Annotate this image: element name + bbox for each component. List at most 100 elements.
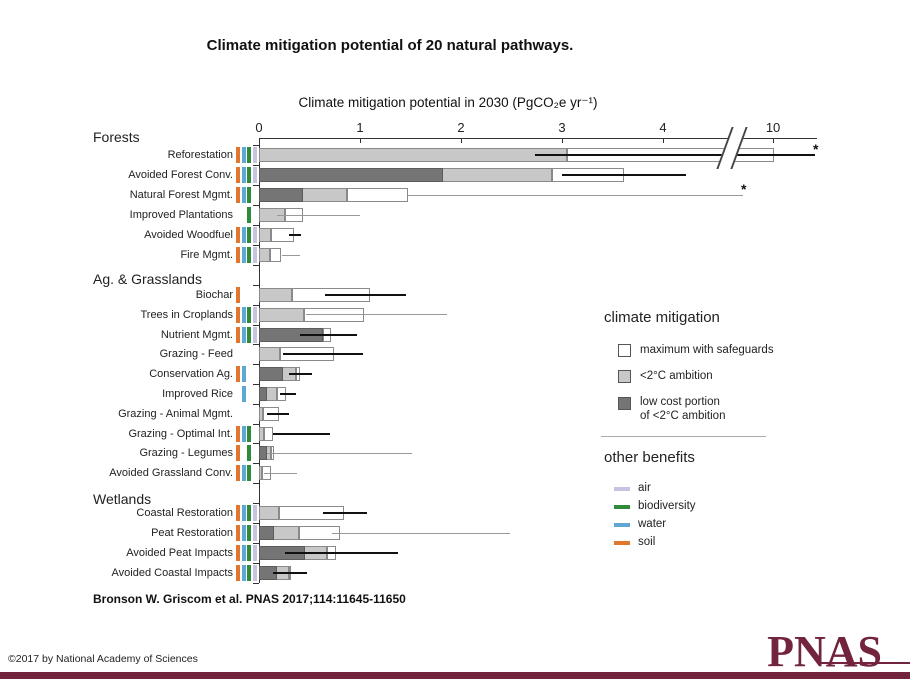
y-axis-tick <box>253 543 259 544</box>
y-axis-tick <box>253 503 259 504</box>
soil-tick-icon <box>236 525 240 541</box>
row-label: Grazing - Feed <box>159 348 233 361</box>
y-axis-tick <box>253 324 259 326</box>
error-whisker <box>277 214 360 216</box>
error-whisker <box>280 393 297 395</box>
x-axis-title: Climate mitigation potential in 2030 (Pg… <box>298 95 598 110</box>
air-tick-icon <box>252 545 257 561</box>
x-axis-tick <box>259 138 260 143</box>
biodiversity-tick-icon <box>247 545 251 561</box>
bar-segment-ambition <box>259 248 271 262</box>
error-whisker <box>562 174 687 176</box>
legend-swatch-ambition <box>618 370 631 383</box>
off-scale-asterisk: * <box>741 181 747 197</box>
bar-segment-ambition <box>259 506 280 520</box>
water-tick-icon <box>241 565 246 581</box>
biodiversity-tick-icon <box>247 147 251 163</box>
bar-segment-ambition <box>259 466 263 481</box>
x-axis-tick-label: 10 <box>765 120 781 135</box>
legend-label-max: maximum with safeguards <box>640 344 774 356</box>
biodiversity-tick-icon <box>247 247 251 263</box>
error-whisker <box>273 432 330 435</box>
water-tick-icon <box>241 147 246 163</box>
soil-tick-icon <box>236 425 240 442</box>
soil-tick-icon <box>236 306 240 323</box>
soil-tick-icon <box>236 505 240 521</box>
legend-label-soil: soil <box>638 536 656 548</box>
y-axis-tick <box>253 285 259 286</box>
biodiversity-tick-icon <box>247 565 251 581</box>
row-label: Avoided Grassland Conv. <box>109 467 233 480</box>
error-whisker <box>283 353 364 356</box>
y-axis-tick <box>253 423 259 425</box>
air-tick-icon <box>252 167 257 183</box>
x-axis-tick <box>663 138 664 143</box>
y-axis-tick <box>253 384 259 385</box>
soil-tick-icon <box>236 187 240 203</box>
row-label: Trees in Croplands <box>140 308 233 321</box>
row-label: Grazing - Legumes <box>139 447 233 460</box>
soil-tick-icon <box>236 287 240 303</box>
water-tick-icon <box>241 545 246 561</box>
y-axis-tick <box>253 483 259 485</box>
x-axis-tick <box>773 138 775 143</box>
x-axis-tick <box>562 138 563 143</box>
legend-label-ambition: <2°C ambition <box>640 370 713 382</box>
bar-segment-ambition <box>259 406 264 421</box>
y-axis-tick <box>253 583 259 584</box>
water-tick-icon <box>241 306 246 323</box>
pnas-logo: PNAS <box>767 627 882 676</box>
bar-segment-low-cost <box>259 367 284 382</box>
biodiversity-tick-icon <box>247 207 251 223</box>
air-tick-icon <box>252 565 257 581</box>
biodiversity-tick-icon <box>247 445 251 462</box>
row-label: Improved Rice <box>162 388 233 400</box>
water-tick-icon <box>241 366 246 383</box>
bar-segment-max-safeguards <box>346 188 409 202</box>
bar-segment-ambition <box>259 347 281 362</box>
bar-segment-ambition <box>259 148 568 162</box>
error-whisker <box>322 512 368 514</box>
citation: Bronson W. Griscom et al. PNAS 2017;114:… <box>93 592 406 606</box>
x-axis-tick-label: 4 <box>659 120 667 135</box>
soil-tick-icon <box>236 147 240 163</box>
error-whisker <box>306 314 447 316</box>
y-axis-tick <box>253 463 259 465</box>
row-label: Avoided Coastal Impacts <box>111 567 233 579</box>
biodiversity-tick-icon <box>247 326 251 343</box>
bar-segment-low-cost <box>259 387 268 401</box>
water-tick-icon <box>241 167 246 183</box>
x-axis-tick <box>461 138 462 143</box>
page-title: Climate mitigation potential of 20 natur… <box>206 37 574 54</box>
pnas-rule <box>820 662 910 664</box>
soil-dash-icon <box>614 541 630 545</box>
legend-label-lowcost-line1: low cost portion <box>640 396 720 408</box>
legend-swatch-lowcost <box>618 397 631 410</box>
error-whisker <box>408 194 744 196</box>
y-axis-tick <box>253 165 259 166</box>
biodiversity-tick-icon <box>247 465 251 482</box>
error-whisker <box>267 412 290 415</box>
row-label: Coastal Restoration <box>136 507 233 519</box>
legend-divider <box>601 436 766 437</box>
x-axis-tick-label: 1 <box>356 120 364 135</box>
soil-tick-icon <box>236 445 240 462</box>
row-label: Improved Plantations <box>129 209 233 221</box>
copyright: ©2017 by National Academy of Sciences <box>8 653 198 665</box>
section-label: Wetlands <box>93 491 152 507</box>
y-axis-tick <box>253 403 259 405</box>
water-tick-icon <box>241 505 246 521</box>
biodiversity-tick-icon <box>247 525 251 541</box>
bar-segment-max-safeguards <box>270 248 282 262</box>
air-tick-icon <box>252 525 257 541</box>
water-tick-icon <box>241 326 246 343</box>
biodiversity-dash-icon <box>614 505 630 509</box>
water-tick-icon <box>241 386 246 402</box>
legend-benefits-title: other benefits <box>604 449 695 466</box>
y-axis-tick <box>253 265 259 266</box>
water-tick-icon <box>241 247 246 263</box>
bar-segment-low-cost <box>259 446 268 461</box>
y-axis-tick <box>253 225 259 226</box>
water-tick-icon <box>241 525 246 541</box>
